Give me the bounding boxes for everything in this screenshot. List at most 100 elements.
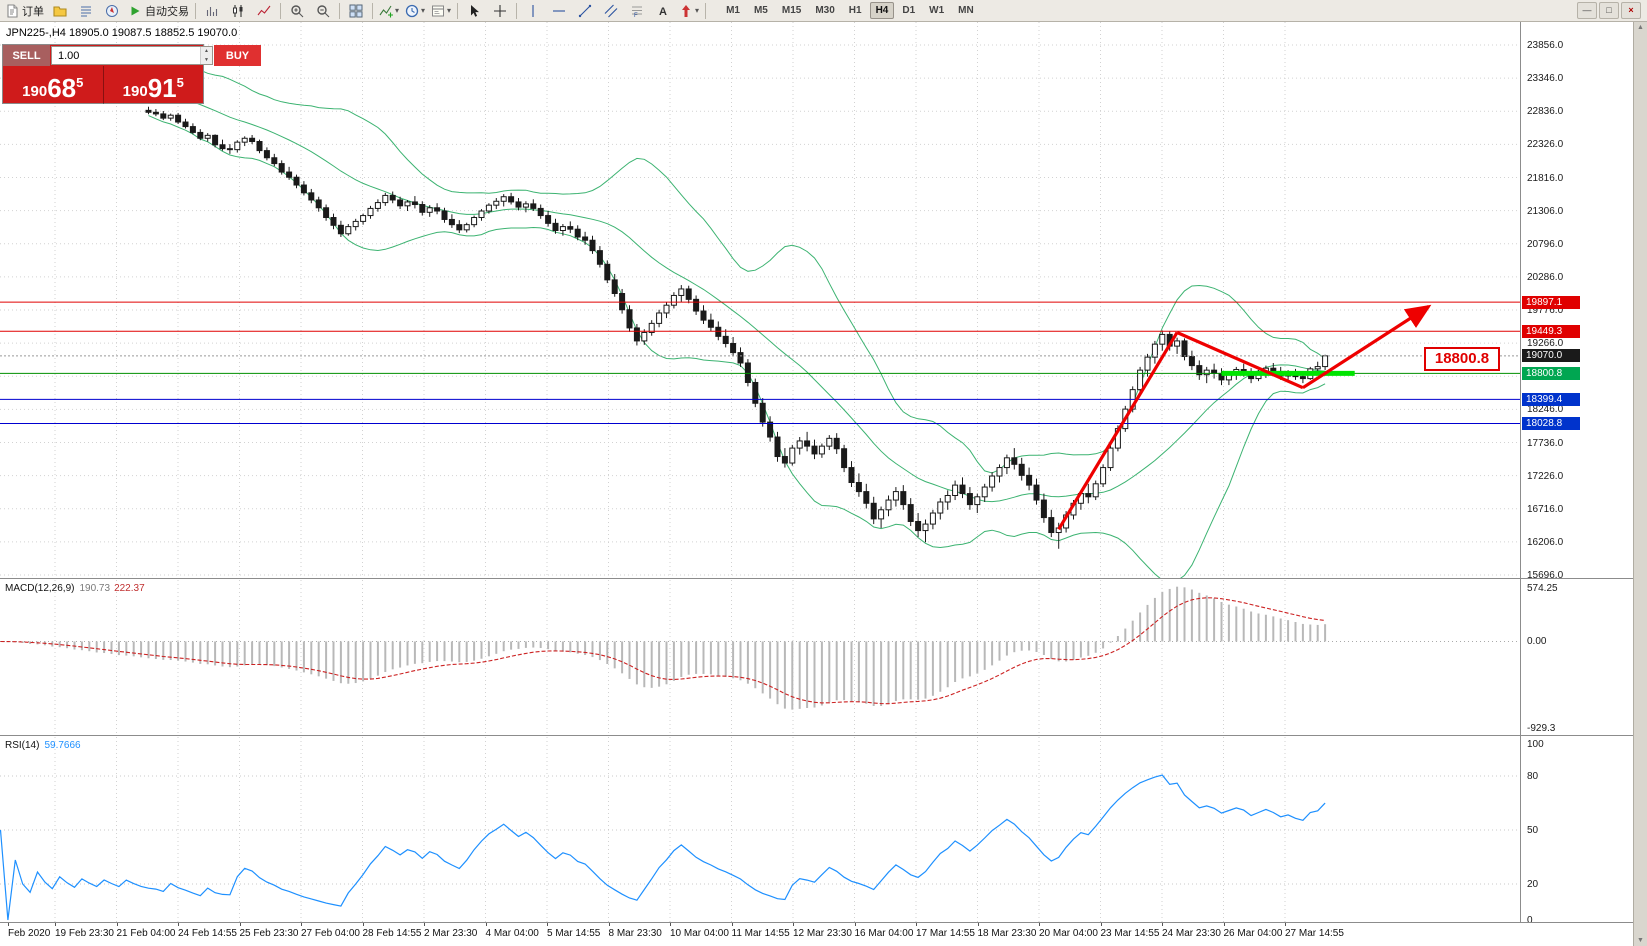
scroll-up-icon[interactable]: ▲ [1637,24,1644,31]
toolbar-separator [705,2,707,19]
fibonacci-icon: F [630,4,644,18]
new-order-icon [5,3,19,18]
cursor-button[interactable] [461,0,487,21]
date-label: 2 Mar 23:30 [424,928,478,939]
trend-arrows[interactable] [1057,304,1432,531]
toolbar-separator [280,2,281,19]
navigator-button[interactable] [99,0,125,21]
price-tick-label: 19776.0 [1527,305,1564,316]
main-chart-canvas[interactable] [0,22,1520,578]
price-scale[interactable]: 23856.0 23346.0 22836.0 22326.0 21816.0 21306… [1520,22,1633,926]
horizontal-levels[interactable] [0,301,1520,424]
line-chart-icon [257,4,271,18]
trend-line-button[interactable] [572,0,598,21]
autotrading-button[interactable]: 自动交易 [125,0,192,21]
sell-button[interactable]: SELL [3,45,50,66]
chevron-down-icon: ▾ [695,6,700,15]
panel-separator[interactable] [0,578,1633,579]
period-selector-button[interactable]: ▾ [402,0,428,21]
macd-scale-label: -929.3 [1527,723,1556,734]
line-chart-button[interactable] [251,0,277,21]
equidistant-channel-button[interactable] [598,0,624,21]
main-grid [0,22,1520,578]
zoom-in-icon [290,4,304,18]
buy-button[interactable]: BUY [214,45,261,66]
bar-chart-button[interactable] [199,0,225,21]
period-h1-button[interactable]: H1 [843,2,868,19]
crosshair-icon [493,4,507,18]
axis-tick [731,923,733,926]
close-window-button[interactable]: × [1621,2,1641,19]
price-callout[interactable]: 18800.8 [1424,347,1500,371]
sell-price[interactable]: 190 68 5 [3,66,104,104]
crosshair-button[interactable] [487,0,513,21]
market-watch-button[interactable] [73,0,99,21]
axis-tick [8,923,9,926]
date-label: 21 Feb 04:00 [116,928,176,939]
price-tick-label: 16206.0 [1527,536,1564,548]
period-m1-button[interactable]: M1 [720,2,746,19]
minimize-window-button[interactable]: — [1577,2,1597,19]
zoom-out-button[interactable] [310,0,336,21]
period-d1-button[interactable]: D1 [896,2,921,19]
rsi-scale-label: 100 [1527,739,1544,750]
new-order-button[interactable]: 订单 [2,0,47,21]
right-scrollbar[interactable]: ▲ ▼ [1633,22,1647,946]
volume-up-button[interactable]: ▲ [201,47,212,56]
volume-down-button[interactable]: ▼ [201,55,212,64]
macd-main-value: 190.73 [79,583,111,594]
date-label: 28 Feb 14:55 [362,928,422,939]
rsi-panel[interactable] [0,737,1520,922]
indicators-icon [379,4,393,18]
axis-tick [793,923,794,926]
indicators-button[interactable]: ▾ [376,0,402,21]
zoom-in-button[interactable] [284,0,310,21]
period-m5-button[interactable]: M5 [748,2,774,19]
buy-price[interactable]: 190 91 5 [122,73,184,103]
horizontal-line-button[interactable] [546,0,572,21]
period-mn-button[interactable]: MN [952,2,980,19]
price-tick-label: 16716.0 [1527,503,1564,515]
macd-label: MACD(12,26,9) 190.73 222.37 [5,583,145,594]
time-axis[interactable]: Feb 2020 19 Feb 23:30 21 Feb 04:00 24 Feb 1… [0,923,1633,946]
macd-signal-value: 222.37 [114,583,145,594]
profiles-button[interactable] [47,0,73,21]
restore-window-button[interactable]: □ [1599,2,1619,19]
bollinger-bands [148,54,1326,578]
scroll-down-icon[interactable]: ▼ [1637,937,1644,944]
arrows-button[interactable]: ▾ [676,0,702,21]
chart-title: JPN225-,H4 18905.0 19087.5 18852.5 19070… [6,27,238,39]
chevron-down-icon: ▾ [395,6,400,15]
volume-input[interactable] [52,47,200,64]
price-tick-label: 17226.0 [1527,470,1564,482]
svg-text:A: A [659,6,667,18]
svg-text:F: F [634,13,638,18]
axis-tick [608,923,610,926]
tile-windows-button[interactable] [343,0,369,21]
equidistant-channel-icon [604,4,618,18]
period-m30-button[interactable]: M30 [809,2,840,19]
rsi-scale-label: 20 [1527,879,1539,890]
date-label: 26 Mar 04:00 [1223,928,1283,939]
period-selector-icon [405,4,419,18]
vertical-line-button[interactable] [520,0,546,21]
axis-tick [977,923,979,926]
navigator-icon [105,4,119,18]
axis-tick [547,923,548,926]
candle-chart-button[interactable] [225,0,251,21]
period-m15-button[interactable]: M15 [776,2,807,19]
panel-separator[interactable] [0,735,1633,736]
chevron-down-icon: ▾ [447,6,452,15]
panel-separator [0,922,1633,923]
macd-panel[interactable] [0,580,1520,735]
period-w1-button[interactable]: W1 [923,2,950,19]
fibonacci-button[interactable]: F [624,0,650,21]
axis-tick [1039,923,1040,926]
text-label-button[interactable]: A [650,0,676,21]
price-tick-label: 21816.0 [1527,172,1564,184]
period-h4-button[interactable]: H4 [869,2,895,19]
templates-button[interactable]: ▾ [428,0,454,21]
date-label: 10 Mar 04:00 [670,928,729,939]
axis-tick [1223,923,1225,926]
